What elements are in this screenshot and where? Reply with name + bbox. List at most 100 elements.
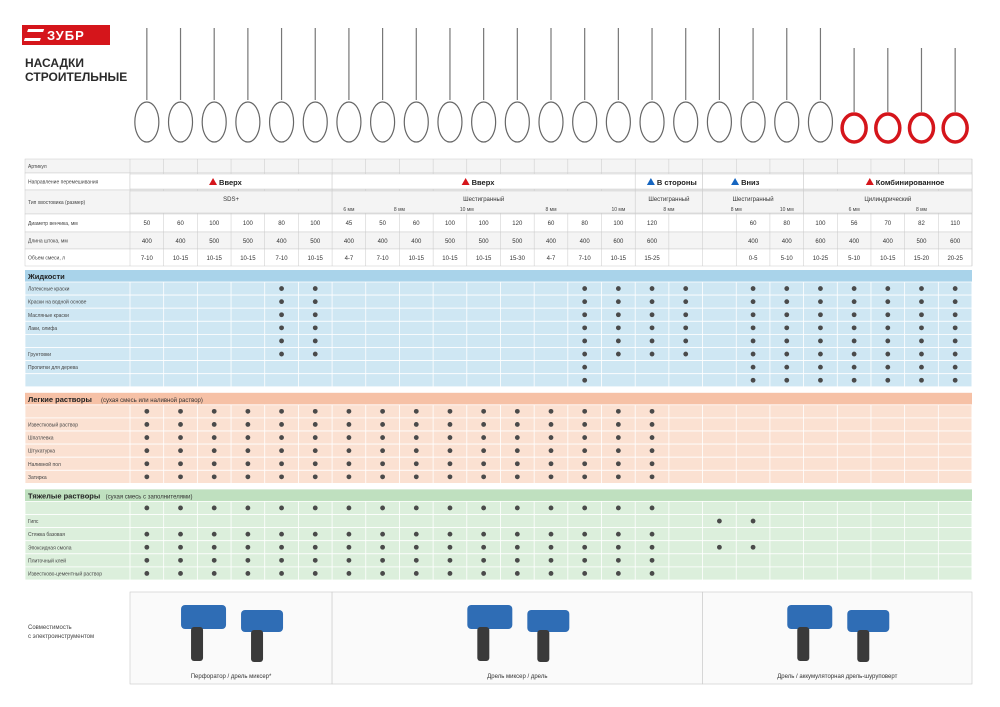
mixer-paddle-icon — [673, 28, 699, 143]
row-label: Гипс — [28, 519, 39, 525]
compatible-dot-icon — [615, 435, 621, 440]
direction-label: Комбинированное — [876, 178, 945, 187]
table-row — [24, 566, 973, 581]
direction-label: В стороны — [657, 178, 697, 187]
compatible-dot-icon — [380, 435, 385, 440]
volume-cell: 7-10 — [579, 256, 592, 262]
compatible-dot-icon — [582, 557, 588, 563]
compatible-dot-icon — [312, 338, 318, 344]
mixer-paddle-icon — [302, 28, 328, 143]
compatible-dot-icon — [346, 505, 352, 511]
length-cell: 400 — [546, 239, 557, 245]
compatible-dot-icon — [649, 408, 655, 414]
volume-cell: 10-15 — [240, 256, 256, 262]
compatible-dot-icon — [279, 571, 284, 576]
compatible-dot-icon — [211, 448, 217, 454]
compatible-dot-icon — [245, 544, 251, 550]
compat-group-label: Дрель миксер / дрель — [487, 674, 547, 680]
compatible-dot-icon — [481, 461, 487, 467]
compatible-dot-icon — [346, 474, 352, 480]
mixer-paddle-icon — [572, 28, 598, 143]
compatible-dot-icon — [481, 408, 487, 414]
compatible-dot-icon — [312, 312, 318, 318]
compatible-dot-icon — [615, 312, 621, 318]
diameter-cell: 45 — [346, 221, 353, 227]
table-row — [24, 307, 973, 322]
direction-label: Вверх — [219, 178, 243, 187]
compatible-dot-icon — [481, 505, 487, 511]
compatible-dot-icon — [649, 435, 655, 440]
volume-cell: 10-15 — [476, 256, 492, 262]
compatible-dot-icon — [818, 325, 823, 331]
volume-cell: 10-15 — [442, 256, 458, 262]
compatible-dot-icon — [413, 461, 419, 467]
shank-type: Шестигранный — [733, 196, 774, 203]
compatible-dot-icon — [312, 299, 318, 305]
compatible-dot-icon — [279, 286, 284, 291]
compatible-dot-icon — [279, 338, 284, 344]
diameter-cell: 80 — [783, 221, 790, 227]
compatible-dot-icon — [615, 474, 621, 480]
mixer-paddle-icon — [235, 28, 261, 143]
section-subtitle: (сухая смесь или наливной раствор) — [101, 397, 203, 404]
diameter-cell: 50 — [379, 221, 386, 227]
compatible-dot-icon — [211, 474, 217, 480]
page-title: НАСАДКИ СТРОИТЕЛЬНЫЕ — [25, 56, 127, 84]
compatible-dot-icon — [413, 531, 419, 537]
row-label: Известковый раствор — [28, 421, 78, 428]
compatible-dot-icon — [211, 557, 217, 563]
compatible-dot-icon — [245, 557, 251, 563]
diameter-cell: 50 — [143, 221, 150, 227]
volume-cell: 15-25 — [644, 256, 660, 262]
compatible-dot-icon — [582, 408, 588, 414]
compatible-dot-icon — [615, 408, 621, 414]
volume-cell: 10-15 — [173, 256, 189, 262]
compat-label: Совместимость с электроинструментом — [28, 624, 94, 642]
tool-handle-icon — [537, 630, 550, 662]
table-row — [24, 500, 973, 515]
compatible-dot-icon — [447, 435, 453, 440]
table-row — [24, 553, 973, 568]
volume-cell: 20-25 — [947, 256, 963, 262]
row-label: Наливной пол — [28, 461, 61, 468]
compatible-dot-icon — [683, 299, 689, 305]
volume-cell: 4-7 — [345, 256, 354, 262]
compatible-dot-icon — [649, 531, 655, 537]
compatible-dot-icon — [851, 286, 857, 291]
compatible-dot-icon — [447, 448, 453, 454]
compatible-dot-icon — [312, 505, 318, 511]
compatible-dot-icon — [312, 531, 318, 537]
compatible-dot-icon — [178, 531, 183, 537]
length-cell: 400 — [142, 239, 153, 245]
compatible-dot-icon — [144, 448, 150, 454]
compatible-dot-icon — [312, 571, 318, 576]
compatible-dot-icon — [919, 325, 924, 331]
compatible-dot-icon — [413, 557, 419, 563]
length-cell: 400 — [411, 239, 422, 245]
length-cell: 500 — [209, 239, 220, 245]
compatible-dot-icon — [447, 474, 453, 480]
compatible-dot-icon — [245, 435, 251, 440]
compatible-dot-icon — [582, 505, 588, 511]
row-label: Затирка — [28, 475, 47, 481]
compatible-dot-icon — [582, 474, 588, 480]
compatible-dot-icon — [784, 351, 790, 357]
direction-label: Вверх — [472, 178, 496, 187]
compatible-dot-icon — [312, 544, 318, 550]
compatible-dot-icon — [279, 422, 284, 427]
compatible-dot-icon — [413, 544, 419, 550]
power-tool-icon — [181, 605, 227, 629]
compatible-dot-icon — [818, 299, 823, 305]
mixer-paddle-icon — [740, 28, 766, 143]
diameter-cell: 100 — [310, 221, 321, 227]
compatible-dot-icon — [649, 422, 655, 427]
table-row — [24, 417, 973, 432]
compatible-dot-icon — [178, 435, 183, 440]
compatible-dot-icon — [279, 448, 284, 454]
compatible-dot-icon — [312, 474, 318, 480]
compatible-dot-icon — [380, 544, 385, 550]
compatible-dot-icon — [413, 571, 419, 576]
compatible-dot-icon — [178, 448, 183, 454]
length-cell: 400 — [176, 239, 187, 245]
compatible-dot-icon — [952, 325, 958, 331]
